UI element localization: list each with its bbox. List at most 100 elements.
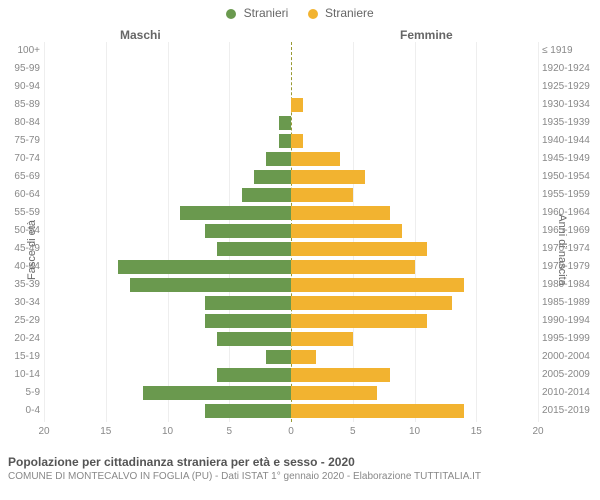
age-row: 75-791940-1944 bbox=[44, 132, 538, 150]
bar-male bbox=[279, 116, 291, 130]
birth-label: 1980-1984 bbox=[538, 276, 590, 294]
birth-label: 2000-2004 bbox=[538, 348, 590, 366]
bar-female bbox=[291, 368, 390, 382]
bar-male bbox=[205, 296, 291, 310]
x-tick: 15 bbox=[471, 426, 482, 437]
age-row: 15-192000-2004 bbox=[44, 348, 538, 366]
bar-female bbox=[291, 188, 353, 202]
birth-label: 1940-1944 bbox=[538, 132, 590, 150]
legend-male-swatch bbox=[226, 9, 236, 19]
age-row: 5-92010-2014 bbox=[44, 384, 538, 402]
age-label: 85-89 bbox=[14, 96, 44, 114]
age-row: 95-991920-1924 bbox=[44, 60, 538, 78]
age-label: 75-79 bbox=[14, 132, 44, 150]
age-row: 30-341985-1989 bbox=[44, 294, 538, 312]
age-label: 45-49 bbox=[14, 240, 44, 258]
age-label: 5-9 bbox=[26, 384, 44, 402]
bar-male bbox=[143, 386, 291, 400]
caption-title: Popolazione per cittadinanza straniera p… bbox=[8, 455, 481, 469]
bar-male bbox=[205, 224, 291, 238]
header-male: Maschi bbox=[120, 28, 161, 42]
bar-female bbox=[291, 386, 377, 400]
x-tick: 20 bbox=[532, 426, 543, 437]
birth-label: 1975-1979 bbox=[538, 258, 590, 276]
age-row: 50-541965-1969 bbox=[44, 222, 538, 240]
birth-label: 1995-1999 bbox=[538, 330, 590, 348]
plot-area: 201510505101520 100+≤ 191995-991920-1924… bbox=[44, 42, 538, 442]
birth-label: 1935-1939 bbox=[538, 114, 590, 132]
bar-female bbox=[291, 206, 390, 220]
birth-label: 1920-1924 bbox=[538, 60, 590, 78]
birth-label: 1970-1974 bbox=[538, 240, 590, 258]
bar-male bbox=[205, 314, 291, 328]
age-label: 65-69 bbox=[14, 168, 44, 186]
bar-female bbox=[291, 350, 316, 364]
bar-male bbox=[279, 134, 291, 148]
bar-male bbox=[266, 152, 291, 166]
age-row: 70-741945-1949 bbox=[44, 150, 538, 168]
bar-female bbox=[291, 332, 353, 346]
legend-female-label: Straniere bbox=[325, 6, 374, 20]
bar-female bbox=[291, 260, 415, 274]
age-row: 80-841935-1939 bbox=[44, 114, 538, 132]
bar-male bbox=[118, 260, 291, 274]
age-row: 85-891930-1934 bbox=[44, 96, 538, 114]
bar-male bbox=[130, 278, 291, 292]
birth-label: 1950-1954 bbox=[538, 168, 590, 186]
age-row: 90-941925-1929 bbox=[44, 78, 538, 96]
bar-male bbox=[254, 170, 291, 184]
bar-male bbox=[217, 242, 291, 256]
birth-label: ≤ 1919 bbox=[538, 42, 573, 60]
birth-label: 1930-1934 bbox=[538, 96, 590, 114]
age-label: 30-34 bbox=[14, 294, 44, 312]
age-label: 50-54 bbox=[14, 222, 44, 240]
age-label: 0-4 bbox=[26, 402, 44, 420]
header-female: Femmine bbox=[400, 28, 453, 42]
age-label: 40-44 bbox=[14, 258, 44, 276]
birth-label: 2015-2019 bbox=[538, 402, 590, 420]
bar-male bbox=[217, 332, 291, 346]
birth-label: 1985-1989 bbox=[538, 294, 590, 312]
caption-subtitle: COMUNE DI MONTECALVO IN FOGLIA (PU) - Da… bbox=[8, 471, 481, 482]
bar-female bbox=[291, 224, 402, 238]
age-row: 25-291990-1994 bbox=[44, 312, 538, 330]
age-label: 60-64 bbox=[14, 186, 44, 204]
birth-label: 2010-2014 bbox=[538, 384, 590, 402]
legend-male-label: Stranieri bbox=[244, 6, 289, 20]
bar-female bbox=[291, 404, 464, 418]
x-tick: 5 bbox=[350, 426, 356, 437]
age-label: 25-29 bbox=[14, 312, 44, 330]
age-row: 20-241995-1999 bbox=[44, 330, 538, 348]
bar-male bbox=[242, 188, 291, 202]
age-row: 0-42015-2019 bbox=[44, 402, 538, 420]
x-tick: 10 bbox=[409, 426, 420, 437]
age-label: 35-39 bbox=[14, 276, 44, 294]
bar-female bbox=[291, 152, 340, 166]
age-row: 55-591960-1964 bbox=[44, 204, 538, 222]
age-label: 90-94 bbox=[14, 78, 44, 96]
bar-female bbox=[291, 278, 464, 292]
x-tick: 15 bbox=[100, 426, 111, 437]
age-row: 60-641955-1959 bbox=[44, 186, 538, 204]
legend-female: Straniere bbox=[308, 6, 374, 20]
x-tick: 10 bbox=[162, 426, 173, 437]
x-tick: 5 bbox=[226, 426, 232, 437]
age-label: 70-74 bbox=[14, 150, 44, 168]
age-label: 80-84 bbox=[14, 114, 44, 132]
bar-male bbox=[266, 350, 291, 364]
bar-female bbox=[291, 170, 365, 184]
population-pyramid-chart: Stranieri Straniere Maschi Femmine Fasce… bbox=[0, 0, 600, 500]
age-label: 55-59 bbox=[14, 204, 44, 222]
age-label: 20-24 bbox=[14, 330, 44, 348]
age-label: 95-99 bbox=[14, 60, 44, 78]
age-row: 65-691950-1954 bbox=[44, 168, 538, 186]
age-row: 40-441975-1979 bbox=[44, 258, 538, 276]
bar-female bbox=[291, 314, 427, 328]
age-row: 10-142005-2009 bbox=[44, 366, 538, 384]
birth-label: 1990-1994 bbox=[538, 312, 590, 330]
age-row: 100+≤ 1919 bbox=[44, 42, 538, 60]
birth-label: 2005-2009 bbox=[538, 366, 590, 384]
age-row: 35-391980-1984 bbox=[44, 276, 538, 294]
bar-male bbox=[205, 404, 291, 418]
age-label: 100+ bbox=[17, 42, 44, 60]
